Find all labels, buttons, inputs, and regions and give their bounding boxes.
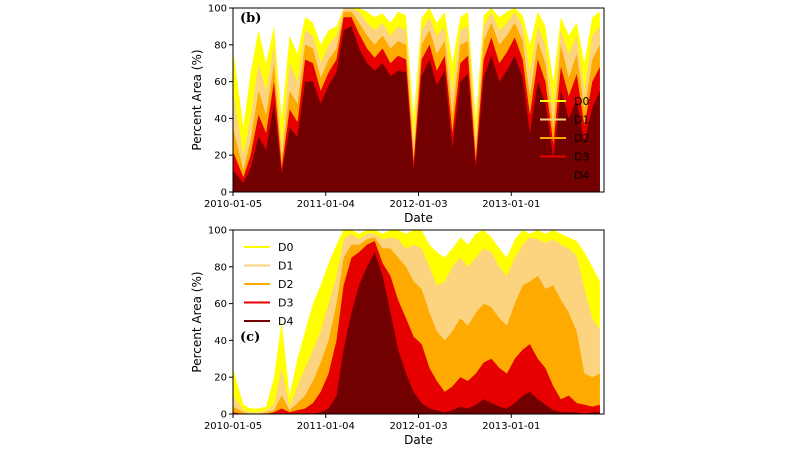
x-tick-label: 2011-01-04 [297, 199, 355, 210]
area-d3 [233, 241, 600, 414]
chart-panel-b: 0 20 40 60 80 100 2010-01-05 2011-01-04 2012-01-… [190, 4, 605, 225]
legend-label-d1: D1 [278, 260, 293, 273]
legend: D0 D1 D2 D3 D4 [540, 95, 589, 182]
area-layers [233, 230, 600, 414]
legend-label-d4: D4 [278, 315, 293, 328]
x-tick-label: 2010-01-05 [204, 421, 262, 432]
x-tick-label: 2013-01-01 [482, 421, 540, 432]
y-tick-label: 60 [214, 299, 227, 310]
area-d2 [233, 237, 600, 414]
y-tick-label: 60 [214, 77, 227, 88]
y-tick-label: 100 [208, 226, 227, 237]
x-tick-label: 2010-01-05 [204, 199, 262, 210]
panel-label: (c) [240, 330, 260, 345]
y-tick-label: 100 [208, 4, 227, 15]
y-tick-label: 40 [214, 336, 227, 347]
y-tick-label: 20 [214, 151, 227, 162]
area-layers [233, 8, 600, 192]
panel-label: (b) [240, 11, 261, 26]
y-axis-label: Percent Area (%) [190, 49, 204, 150]
legend-label-d0: D0 [574, 95, 589, 108]
legend: D0 D1 D2 D3 D4 [244, 241, 293, 328]
y-tick-label: 40 [214, 114, 227, 125]
legend-label-d2: D2 [574, 132, 589, 145]
y-axis-label: Percent Area (%) [190, 271, 204, 372]
area-d4 [233, 26, 600, 192]
legend-label-d4: D4 [574, 169, 589, 182]
x-axis-label: Date [404, 433, 433, 447]
legend-label-d2: D2 [278, 278, 293, 291]
legend-label-d1: D1 [574, 114, 589, 127]
legend-label-d3: D3 [278, 297, 293, 310]
x-tick-label: 2012-01-03 [389, 199, 447, 210]
x-tick-label: 2012-01-03 [389, 421, 447, 432]
y-tick-label: 0 [221, 188, 227, 199]
y-tick-label: 20 [214, 373, 227, 384]
x-tick-label: 2011-01-04 [297, 421, 355, 432]
x-tick-label: 2013-01-01 [482, 199, 540, 210]
x-axis-label: Date [404, 211, 433, 225]
legend-label-d0: D0 [278, 241, 293, 254]
y-tick-label: 0 [221, 410, 227, 421]
legend-label-d3: D3 [574, 151, 589, 164]
chart-panel-c: 0 20 40 60 80 100 2010-01-05 2011-01-04 2012-01-… [190, 226, 605, 447]
y-tick-label: 80 [214, 40, 227, 51]
y-tick-label: 80 [214, 262, 227, 273]
